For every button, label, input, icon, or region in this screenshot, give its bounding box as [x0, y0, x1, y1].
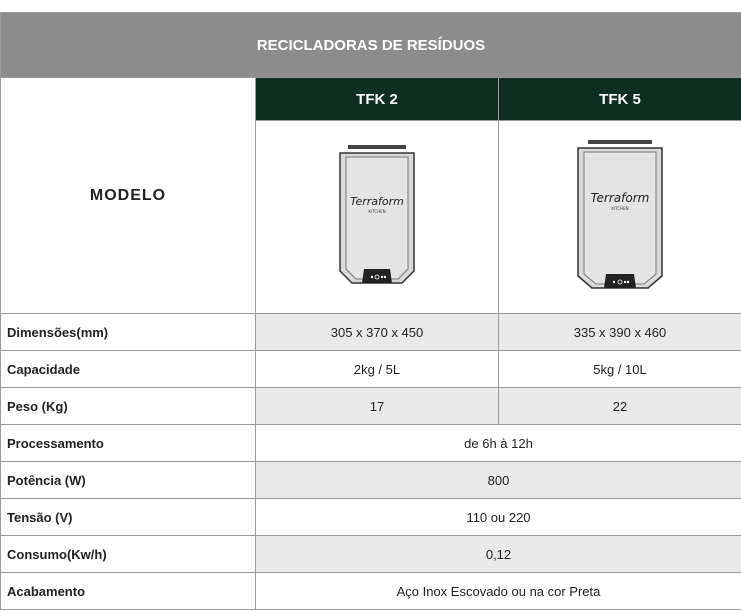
row-label: Tensão (V) — [0, 498, 256, 536]
product-logo: Terraform — [591, 191, 650, 205]
row-label: Dimensões(mm) — [0, 313, 256, 351]
product-logo: Terraform — [350, 195, 404, 208]
row-value: 335 x 390 x 460 — [498, 313, 741, 351]
row-value: 22 — [498, 387, 741, 425]
row-label: Processamento — [0, 424, 256, 462]
model-name: TFK 5 — [498, 77, 741, 121]
product-logo-sub: KITCHEN — [611, 206, 628, 211]
spec-row: Potência (W) 800 — [0, 461, 741, 499]
row-label: Capacidade — [0, 350, 256, 388]
row-value: de 6h à 12h — [255, 424, 741, 462]
spec-row: Tensão (V) 110 ou 220 — [0, 498, 741, 536]
spec-row: Processamento de 6h à 12h — [0, 424, 741, 462]
model-name: TFK 2 — [255, 77, 499, 121]
row-value: 305 x 370 x 450 — [255, 313, 499, 351]
spec-table: RECICLADORAS DE RESÍDUOS MODELO TFK 2 TF… — [0, 12, 741, 610]
row-value: 110 ou 220 — [255, 498, 741, 536]
product-image: Terraform KITCHEN — [339, 144, 415, 284]
spec-row: Capacidade 2kg / 5L 5kg / 10L — [0, 350, 741, 388]
product-image-cell: Terraform KITCHEN — [255, 120, 499, 314]
row-value: 17 — [255, 387, 499, 425]
spec-row: Consumo(Kw/h) 0,12 — [0, 535, 741, 573]
spec-row: Peso (Kg) 17 22 — [0, 387, 741, 425]
row-label: Acabamento — [0, 572, 256, 610]
product-image: Terraform KITCHEN — [577, 139, 663, 289]
product-logo-sub: KITCHEN — [368, 209, 385, 214]
spec-row: Dimensões(mm) 305 x 370 x 450 335 x 390 x … — [0, 313, 741, 351]
row-value: 5kg / 10L — [498, 350, 741, 388]
product-image-cell: Terraform KITCHEN — [498, 120, 741, 314]
model-label: MODELO — [0, 77, 256, 314]
row-value: 0,12 — [255, 535, 741, 573]
row-label: Consumo(Kw/h) — [0, 535, 256, 573]
row-value: 2kg / 5L — [255, 350, 499, 388]
table-title: RECICLADORAS DE RESÍDUOS — [0, 12, 741, 78]
row-value: Aço Inox Escovado ou na cor Preta — [255, 572, 741, 610]
spec-row: Acabamento Aço Inox Escovado ou na cor Pr… — [0, 572, 741, 610]
row-label: Peso (Kg) — [0, 387, 256, 425]
row-label: Potência (W) — [0, 461, 256, 499]
row-value: 800 — [255, 461, 741, 499]
